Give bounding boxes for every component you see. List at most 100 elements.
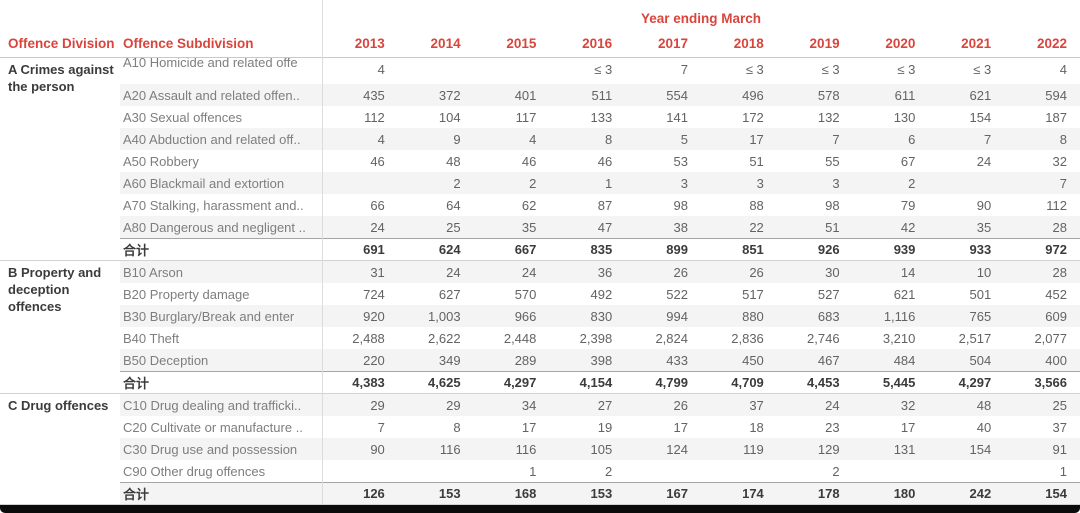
data-cell[interactable]: 90 [976,197,992,213]
data-cell[interactable]: 8 [604,131,613,147]
data-cell[interactable]: ≤ 3 [973,62,992,77]
data-cell[interactable]: 37 [1052,419,1067,435]
subdivision-label[interactable]: B50 Deception [123,352,209,368]
data-cell[interactable]: 24 [521,264,537,280]
data-cell[interactable]: 8 [1059,131,1067,147]
data-cell[interactable]: 972 [1045,242,1067,257]
data-cell[interactable]: 1 [529,463,537,479]
division-label[interactable]: C Drug offences [8,398,109,413]
data-cell[interactable]: 174 [742,486,764,501]
data-cell[interactable]: 28 [1052,264,1067,280]
data-cell[interactable]: 28 [1052,219,1067,235]
data-cell[interactable]: 4,799 [655,375,688,390]
data-cell[interactable]: 17 [673,419,688,435]
data-cell[interactable]: 2,517 [958,330,992,346]
data-cell[interactable]: 492 [590,286,613,302]
data-cell[interactable]: 5,445 [882,375,916,390]
data-cell[interactable]: 220 [363,352,385,368]
data-cell[interactable]: 926 [817,242,840,257]
data-cell[interactable]: 7 [983,131,992,147]
subdivision-label[interactable]: B20 Property damage [123,286,250,302]
data-cell[interactable]: 2 [908,175,916,191]
data-cell[interactable]: 79 [900,197,916,213]
data-cell[interactable]: 3,210 [882,330,916,346]
data-cell[interactable]: 116 [439,441,461,457]
data-cell[interactable]: 504 [969,352,992,368]
data-cell[interactable]: 116 [515,441,537,457]
data-cell[interactable]: 594 [1045,87,1067,103]
subdivision-label[interactable]: C30 Drug use and possession [123,441,298,457]
data-cell[interactable]: 36 [597,264,613,280]
data-cell[interactable]: 153 [590,486,613,501]
data-cell[interactable]: 46 [597,153,613,169]
year-column-header[interactable]: 2021 [961,35,992,51]
data-cell[interactable]: 66 [370,197,385,213]
year-column-header[interactable]: 2014 [430,35,461,51]
subdivision-label[interactable]: B40 Theft [123,330,180,346]
data-cell[interactable]: 2,398 [579,330,613,346]
data-cell[interactable]: 401 [514,87,537,103]
data-cell[interactable]: 435 [363,87,385,103]
data-cell[interactable]: 47 [597,219,613,235]
data-cell[interactable]: 35 [521,219,537,235]
data-cell[interactable]: 621 [893,286,916,302]
data-cell[interactable]: 2,836 [731,330,764,346]
data-cell[interactable] [398,58,474,62]
data-cell[interactable]: 22 [749,219,764,235]
data-cell[interactable]: 53 [673,153,688,169]
data-cell[interactable]: 17 [749,131,764,147]
data-cell[interactable]: 17 [521,419,537,435]
data-cell[interactable]: 1,116 [883,308,916,324]
year-column-header[interactable]: 2016 [582,35,613,51]
data-cell[interactable]: 105 [590,441,613,457]
data-cell[interactable]: 178 [817,486,840,501]
data-cell[interactable]: 132 [817,109,840,125]
data-cell[interactable]: 624 [438,242,461,257]
data-cell[interactable]: 154 [969,441,992,457]
data-cell[interactable]: 40 [976,419,992,435]
year-column-header[interactable]: 2017 [657,35,688,51]
data-cell[interactable]: 467 [817,352,840,368]
data-cell[interactable]: 25 [1052,397,1067,413]
data-cell[interactable]: 25 [446,219,461,235]
data-cell[interactable]: 180 [893,486,916,501]
data-cell[interactable]: 691 [363,242,385,257]
offence-subdivision-header[interactable]: Offence Subdivision [123,35,254,51]
subdivision-label[interactable]: B10 Arson [123,264,183,280]
data-cell[interactable]: 3 [756,175,764,191]
data-cell[interactable]: 4,297 [503,375,537,390]
data-cell[interactable]: 104 [438,109,461,125]
data-cell[interactable]: 55 [825,153,840,169]
data-cell[interactable]: 496 [742,87,764,103]
data-cell[interactable]: 154 [969,109,992,125]
data-cell[interactable]: 98 [673,197,688,213]
data-cell[interactable]: 2 [604,463,613,479]
data-cell[interactable]: 835 [590,242,613,257]
data-cell[interactable]: 522 [666,286,688,302]
data-cell[interactable]: 130 [893,109,916,125]
year-column-header[interactable]: 2013 [354,35,385,51]
data-cell[interactable]: 933 [969,242,992,257]
data-cell[interactable]: 830 [590,308,613,324]
data-cell[interactable]: 484 [893,352,916,368]
data-cell[interactable]: 667 [514,242,537,257]
data-cell[interactable]: 26 [673,264,688,280]
subdivision-label[interactable]: A30 Sexual offences [123,109,243,125]
division-label[interactable]: A Crimes against the person [8,62,114,94]
data-cell[interactable]: 37 [749,397,764,413]
data-cell[interactable]: 2 [529,175,537,191]
data-cell[interactable]: 880 [742,308,764,324]
year-column-header[interactable]: 2015 [506,35,537,51]
data-cell[interactable]: 38 [673,219,688,235]
year-column-header[interactable]: 2019 [809,35,840,51]
data-cell[interactable]: 17 [900,419,916,435]
data-cell[interactable]: 9 [453,131,461,147]
data-cell[interactable]: 14 [900,264,916,280]
data-cell[interactable]: 452 [1045,286,1067,302]
data-cell[interactable]: 4,154 [579,375,613,390]
data-cell[interactable]: 24 [825,397,840,413]
data-cell[interactable]: 8 [453,419,461,435]
data-cell[interactable]: 920 [363,308,385,324]
data-cell[interactable]: 4 [377,62,385,77]
data-cell[interactable] [474,58,550,62]
